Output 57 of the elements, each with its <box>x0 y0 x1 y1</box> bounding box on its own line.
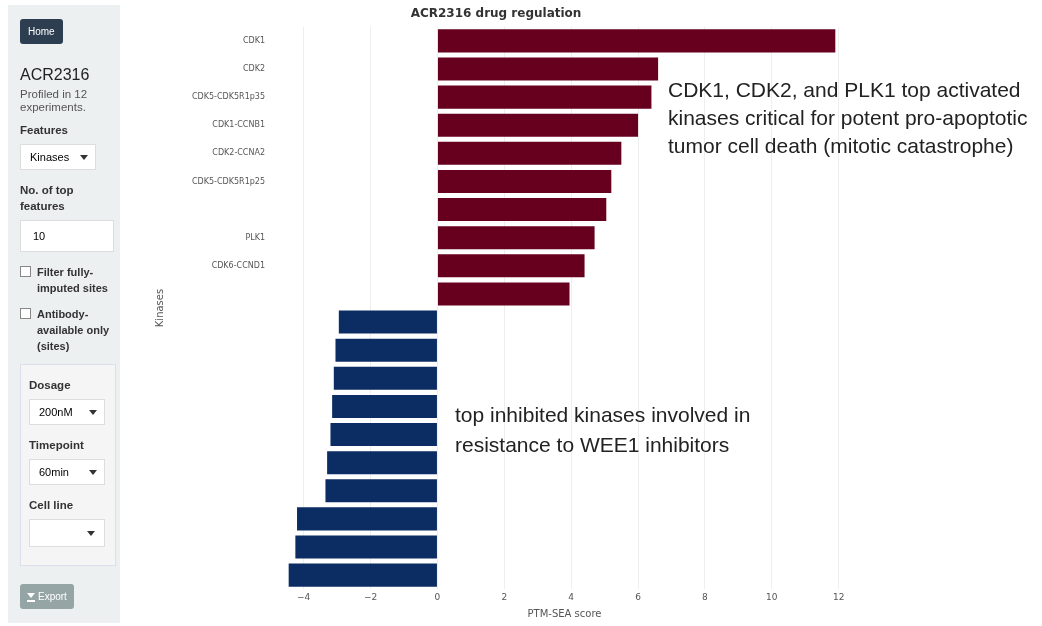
bar <box>288 563 437 587</box>
bar <box>437 282 570 306</box>
y-axis-title: Kinases <box>153 288 165 328</box>
text: 200nM <box>39 406 74 418</box>
y-tick-label: CDK2-CCNA2 <box>212 148 265 158</box>
x-tick-label: 8 <box>702 591 709 602</box>
bar <box>332 394 437 418</box>
text: Filter fully-imputed sites <box>37 265 109 296</box>
y-tick-label: PLK1 <box>245 232 265 242</box>
text: ACR2316 <box>20 66 91 84</box>
text: Kinases <box>30 151 70 163</box>
text: Export <box>38 591 67 602</box>
text: Features <box>20 123 69 138</box>
text: Timepoint <box>29 438 85 453</box>
bar <box>297 507 437 531</box>
bar <box>437 57 659 81</box>
bar <box>437 226 595 250</box>
bar <box>338 310 437 334</box>
x-tick-label: −2 <box>363 591 378 602</box>
x-tick-label: 12 <box>832 591 845 602</box>
text: Home <box>20 19 63 44</box>
x-tick-label: 0 <box>434 591 441 602</box>
y-tick-label: CDK2 <box>242 64 265 74</box>
x-tick-label: 10 <box>766 591 778 602</box>
bar <box>437 113 639 137</box>
bar <box>330 423 437 447</box>
y-tick-label: CDK5-CDK5R1p25 <box>192 176 265 186</box>
x-axis-title: PTM-SEA score <box>527 607 602 619</box>
x-tick-label: 4 <box>568 591 575 602</box>
bar <box>437 85 652 109</box>
bar <box>335 338 437 362</box>
text: 10 <box>20 220 114 252</box>
x-tick-label: 2 <box>501 591 508 602</box>
bar <box>437 29 836 53</box>
bar <box>325 479 437 503</box>
text: Cell line <box>29 498 75 513</box>
bar <box>333 366 437 390</box>
bar <box>327 451 437 475</box>
bar <box>437 254 585 278</box>
text: No. of top features <box>20 183 75 214</box>
y-tick-label: CDK1 <box>242 35 265 45</box>
bar <box>437 141 622 165</box>
x-tick-label: 6 <box>635 591 642 602</box>
annotation: top inhibited kinases involved in resistance to WEE1 inhibitors <box>455 402 752 458</box>
bar <box>295 535 437 559</box>
x-tick-label: −4 <box>297 591 311 602</box>
text: Profiled in 12 experiments. <box>20 88 89 114</box>
text: 60min <box>39 466 70 478</box>
text: Antibody-available only (sites) <box>37 307 111 354</box>
y-tick-label: CDK5-CDK5R1p35 <box>192 92 265 102</box>
text: Dosage <box>29 378 72 393</box>
annotation: CDK1, CDK2, and PLK1 top activated kinases critical for potent pro-apoptotic tumor cell death (mitotic catastrophe) <box>668 77 1029 159</box>
y-tick-label: CDK6-CCND1 <box>211 260 265 270</box>
bar <box>437 198 607 222</box>
bar <box>437 169 612 193</box>
y-tick-label: CDK1-CCNB1 <box>212 120 265 130</box>
chart-title: ACR2316 drug regulation <box>410 5 582 20</box>
